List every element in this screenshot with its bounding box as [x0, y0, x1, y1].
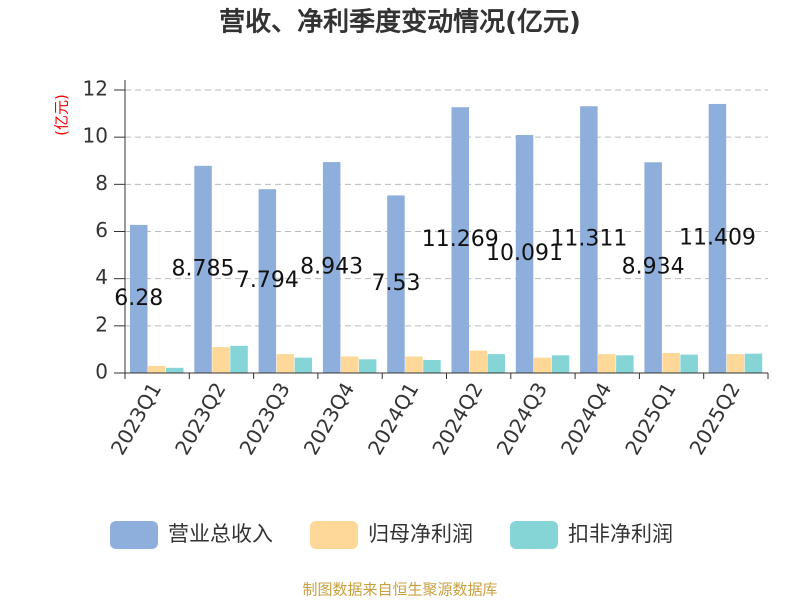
value-label: 8.934 — [622, 255, 685, 280]
y-tick-label: 8 — [95, 171, 108, 195]
source-note: 制图数据来自恒生聚源数据库 — [302, 581, 497, 599]
y-tick-label: 0 — [95, 360, 108, 384]
bar — [451, 107, 469, 374]
bar — [551, 355, 570, 373]
legend-label: 归母净利润 — [368, 522, 473, 546]
bar — [708, 103, 727, 374]
bar — [423, 360, 441, 373]
bar — [194, 165, 212, 373]
bar — [515, 135, 534, 373]
bar — [130, 224, 148, 373]
bar — [258, 189, 277, 373]
bar — [469, 350, 487, 373]
legend-swatch — [310, 521, 358, 549]
bar — [580, 106, 598, 374]
x-tick-label: 2024Q3 — [492, 378, 552, 459]
value-label: 11.269 — [422, 227, 499, 252]
value-label: 11.409 — [679, 225, 756, 250]
legend-swatch — [510, 521, 558, 549]
y-tick-label: 6 — [95, 218, 108, 242]
y-tick-label: 12 — [83, 77, 108, 101]
value-label: 10.091 — [486, 241, 563, 266]
x-tick-label: 2023Q3 — [234, 378, 294, 459]
bar — [322, 162, 341, 373]
legend-label: 营业总收入 — [168, 522, 273, 546]
y-tick-label: 4 — [95, 265, 108, 289]
y-tick-label: 10 — [83, 124, 108, 148]
bar — [294, 357, 313, 373]
x-tick-label: 2023Q4 — [299, 378, 359, 459]
bar — [598, 354, 616, 373]
bar — [405, 356, 423, 373]
bar — [230, 345, 248, 373]
y-axis-label: (亿元) — [53, 94, 71, 136]
bar — [148, 365, 166, 373]
bar — [680, 354, 698, 373]
bar — [662, 352, 680, 373]
bar — [744, 353, 763, 373]
x-tick-label: 2023Q2 — [170, 378, 230, 459]
bar — [726, 354, 745, 373]
value-label: 8.785 — [172, 256, 235, 281]
x-tick-label: 2024Q4 — [556, 378, 616, 459]
legend-swatch — [110, 521, 158, 549]
bar — [387, 195, 405, 373]
x-tick-label: 2023Q1 — [106, 378, 166, 459]
x-tick-label: 2024Q1 — [363, 378, 423, 459]
x-tick-label: 2024Q2 — [427, 378, 487, 459]
value-label: 7.794 — [236, 268, 299, 293]
bar — [616, 355, 634, 373]
bar — [487, 354, 505, 373]
value-label: 8.943 — [300, 255, 363, 280]
value-label: 11.311 — [550, 227, 627, 252]
y-tick-label: 2 — [95, 312, 108, 336]
x-tick-label: 2025Q2 — [684, 378, 744, 459]
bar — [166, 367, 184, 373]
bar — [358, 359, 377, 373]
bar — [340, 356, 359, 373]
value-label: 6.28 — [114, 286, 163, 311]
bar — [644, 162, 662, 373]
bar — [276, 354, 295, 373]
legend-label: 扣非净利润 — [568, 522, 673, 546]
value-label: 7.53 — [371, 271, 420, 296]
bar — [212, 347, 230, 373]
chart-title: 营收、净利季度变动情况(亿元) — [219, 7, 581, 38]
x-tick-label: 2025Q1 — [620, 378, 680, 459]
bar — [533, 357, 552, 373]
